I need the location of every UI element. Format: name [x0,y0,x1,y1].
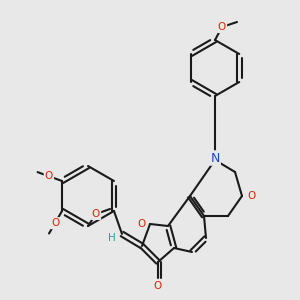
Text: O: O [138,219,146,229]
Text: O: O [248,191,256,201]
Text: O: O [218,22,226,32]
Text: N: N [210,152,220,164]
Text: O: O [51,218,59,228]
Text: O: O [154,281,162,291]
Text: O: O [92,209,100,219]
Text: H: H [108,233,116,243]
Text: O: O [45,171,53,181]
